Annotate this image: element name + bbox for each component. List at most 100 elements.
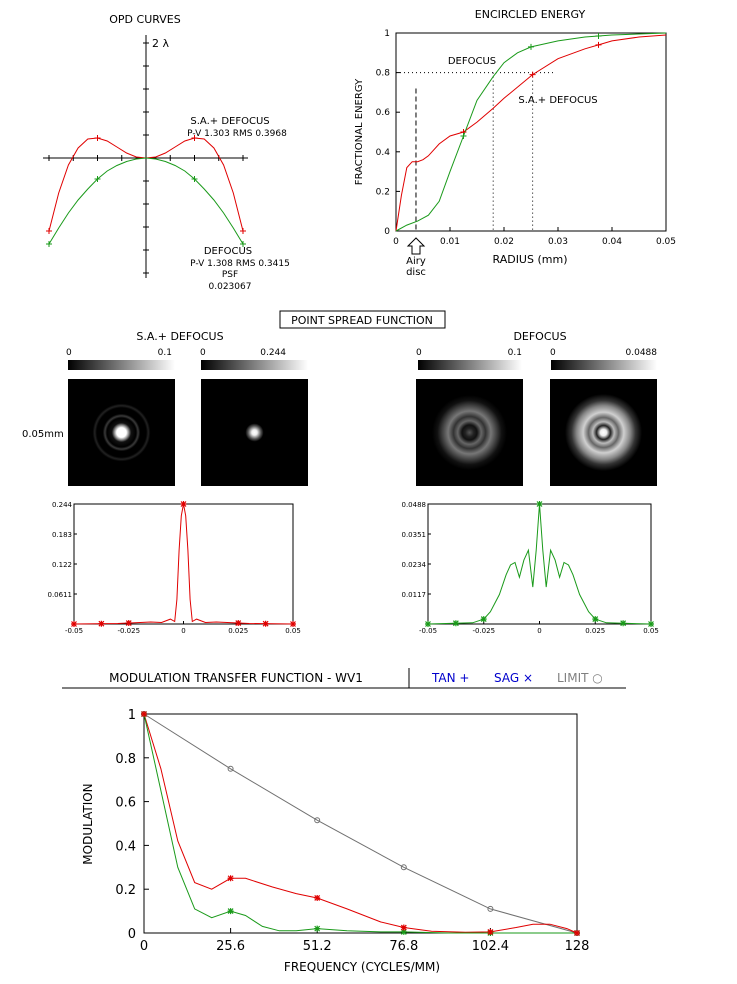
mtf-sag-legend: SAG ×	[494, 671, 533, 685]
psf-bar-2-min: 0	[200, 348, 206, 358]
psf-left-group: S.A.+ DEFOCUS	[136, 330, 223, 343]
mtf-defocus-curve	[143, 713, 577, 934]
opd-defocus-curve	[48, 157, 244, 245]
psf-right-group: DEFOCUS	[513, 330, 566, 343]
mtf-sa-marker	[227, 875, 234, 882]
mtf-x-tick-label: 102.4	[472, 939, 509, 954]
psf-right-profile-axes: -0.05 -0.025 0 0.025 0.05 0.0488 0.0351 0.0234 0…	[402, 501, 659, 635]
mtf-sa-marker	[141, 711, 147, 717]
psf-bar-3: 0 0.1	[416, 348, 522, 370]
mtf-sa-marker	[574, 930, 580, 936]
opd-sa-marker	[94, 135, 101, 141]
psf-right-profile-curve	[425, 501, 654, 627]
opd-defocus-stats: P-V 1.308 RMS 0.3415	[190, 259, 290, 269]
ee-x-tick-label: 0	[393, 237, 399, 247]
psf-left-marker	[71, 621, 77, 627]
ee-y-tick-label: 1	[384, 29, 390, 39]
mtf-x-tick-label: 0	[140, 939, 148, 954]
mtf-defocus-marker	[227, 908, 234, 915]
opd-defocus-marker	[94, 176, 101, 182]
psf-left-x-tick-label: 0.025	[228, 627, 248, 635]
psf-right-x-tick-label: 0.05	[643, 627, 659, 635]
mtf-limit-marker	[487, 905, 494, 912]
psf-left-marker	[98, 620, 105, 627]
psf-left-marker	[125, 620, 132, 627]
psf-right-marker	[425, 621, 431, 627]
psf-right-marker	[648, 621, 654, 627]
psf-left-y-tick-label: 0.183	[52, 531, 72, 539]
ee-y-tick-label: 0.8	[376, 69, 391, 79]
mtf-sa-marker	[314, 894, 321, 901]
mtf-limit-curve	[143, 713, 578, 934]
psf-bar-1-max: 0.1	[158, 348, 172, 358]
psf-right-marker	[480, 616, 487, 623]
opd-scale-label: 2 λ	[152, 37, 169, 50]
psf-right-marker	[452, 620, 459, 627]
psf-right-curve	[427, 503, 652, 625]
psf-left-profile-frame	[73, 503, 294, 625]
psf-right-x-tick-label: -0.05	[419, 627, 437, 635]
psf-image-defocus-scaled	[416, 379, 523, 486]
psf-bar-4-gradient	[551, 360, 657, 370]
psf-image-sa-full	[201, 379, 308, 486]
ee-axes: 0 0.01 0.02 0.03 0.04 0.05 0 0.2 0.4 0.6 0.8 1	[376, 29, 676, 247]
psf-right-marker	[536, 501, 543, 507]
ee-x-tick-label: 0.05	[656, 237, 676, 247]
psf-title-box	[279, 310, 446, 329]
psf-title: POINT SPREAD FUNCTION	[291, 314, 433, 327]
mtf-title: MODULATION TRANSFER FUNCTION - WV1	[109, 671, 363, 685]
opd-curves	[46, 135, 246, 247]
ee-xlabel: RADIUS (mm)	[493, 253, 568, 266]
airy-arrow-icon	[406, 237, 426, 255]
psf-left-marker	[290, 621, 296, 627]
psf-left-x-tick-label: 0.05	[285, 627, 301, 635]
psf-bar-4-min: 0	[550, 348, 556, 358]
opd-defocus-marker	[46, 241, 52, 247]
mtf-frame	[143, 713, 578, 934]
opd-ticks	[48, 42, 244, 274]
opd-sa-label: S.A.+ DEFOCUS	[190, 116, 269, 127]
psf-right-y-tick-label: 0.0488	[402, 501, 427, 509]
psf-bar-3-gradient	[418, 360, 522, 370]
ee-sa-marker	[529, 71, 536, 78]
psf-right-x-tick-label: 0.025	[585, 627, 605, 635]
ee-ylabel: FRACTIONAL ENERGY	[354, 78, 365, 185]
psf-right-y-tick-label: 0.0351	[402, 531, 427, 539]
psf-left-y-tick-label: 0.244	[52, 501, 73, 509]
psf-bar-1-min: 0	[66, 348, 72, 358]
mtf-x-tick-label: 76.8	[389, 939, 418, 954]
psf-left-y-tick-label: 0.0611	[48, 591, 73, 599]
psf-right-y-tick-label: 0.0117	[402, 591, 427, 599]
ee-defocus-label: DEFOCUS	[448, 56, 496, 67]
mtf-defocus-marker	[400, 928, 407, 935]
opd-panel: OPD CURVES 2 λ S.A.+ DEFOCUS P-V 1.303 R…	[43, 13, 290, 292]
psf-scale-label: 0.05mm	[22, 429, 64, 440]
ee-defocus-marker	[460, 132, 467, 139]
ee-sa-curve	[395, 34, 667, 232]
ee-defocus-marker	[595, 32, 602, 39]
mtf-ylabel: MODULATION	[81, 783, 95, 864]
psf-right-x-tick-label: 0	[537, 627, 541, 635]
mtf-sa-curve	[143, 713, 578, 934]
ee-title: ENCIRCLED ENERGY	[475, 8, 586, 21]
mtf-x-tick-label: 25.6	[216, 939, 245, 954]
opd-sa-marker	[46, 228, 52, 234]
psf-left-x-tick-label: -0.05	[65, 627, 83, 635]
psf-bar-2: 0 0.244	[200, 348, 308, 370]
ee-sa-marker	[595, 41, 602, 48]
psf-right-profile-frame	[427, 503, 652, 625]
ee-y-tick-label: 0.2	[376, 187, 390, 197]
opd-psf-label: PSF	[222, 270, 238, 280]
ee-airy-label-1: Airy	[406, 256, 426, 267]
ee-x-tick-label: 0.04	[602, 237, 622, 247]
psf-left-marker	[180, 501, 187, 507]
encircled-energy-panel: ENCIRCLED ENERGY 0 0.01 0.02 0.03 0.04 0.0500…	[354, 8, 676, 278]
opd-title: OPD CURVES	[109, 13, 181, 26]
opd-psf-value: 0.023067	[209, 282, 252, 292]
ee-y-tick-label: 0	[384, 227, 390, 237]
psf-image-defocus-full	[550, 379, 657, 486]
psf-bar-1-gradient	[68, 360, 175, 370]
mtf-sa-marker	[487, 928, 494, 935]
ee-defocus-marker	[528, 43, 534, 50]
